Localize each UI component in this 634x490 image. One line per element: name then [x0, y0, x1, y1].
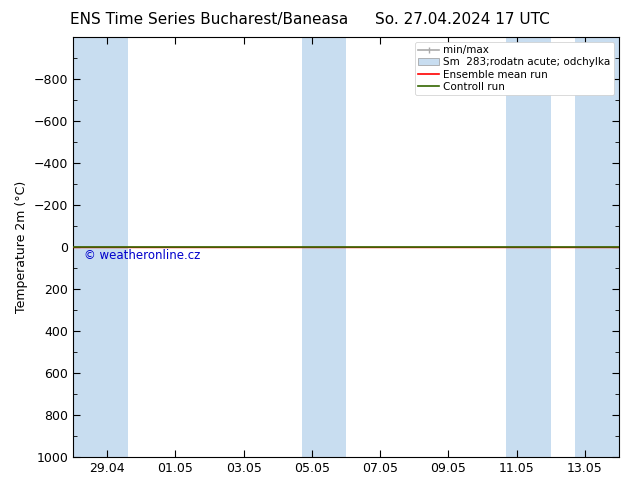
Legend: min/max, Sm  283;rodatn acute; odchylka, Ensemble mean run, Controll run: min/max, Sm 283;rodatn acute; odchylka, … — [415, 42, 614, 95]
Bar — [507, 37, 551, 457]
Text: © weatheronline.cz: © weatheronline.cz — [84, 249, 200, 262]
Text: So. 27.04.2024 17 UTC: So. 27.04.2024 17 UTC — [375, 12, 550, 27]
Bar — [302, 37, 346, 457]
Text: ENS Time Series Bucharest/Baneasa: ENS Time Series Bucharest/Baneasa — [70, 12, 348, 27]
Bar — [73, 37, 127, 457]
Y-axis label: Temperature 2m (°C): Temperature 2m (°C) — [15, 181, 28, 313]
Bar — [574, 37, 619, 457]
